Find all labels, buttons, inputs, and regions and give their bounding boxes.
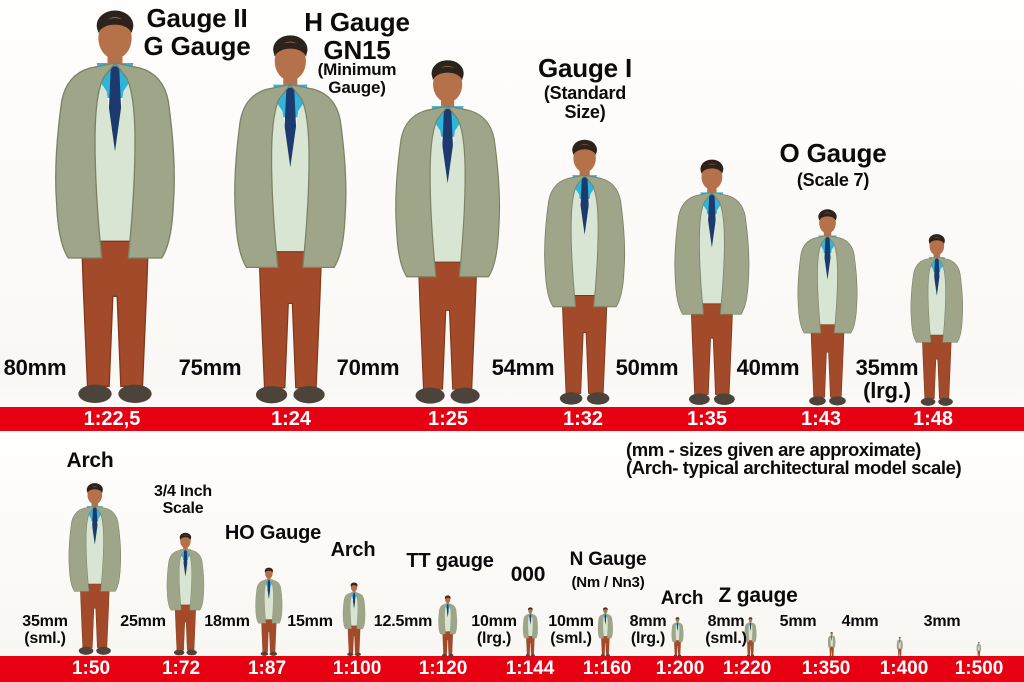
note-mm-approximate: (mm - sizes given are approximate) xyxy=(626,439,921,460)
gauge-label: Gauge II G Gauge xyxy=(143,3,251,61)
model-figure xyxy=(896,637,904,657)
gauge-label: Arch xyxy=(660,588,704,609)
gauge-label: Gauge I xyxy=(538,53,632,83)
model-figure-graphic xyxy=(436,595,459,658)
note-arch-definition: (Arch- typical architectural model scale… xyxy=(626,457,962,478)
scale-ratio: 1:25 xyxy=(427,408,469,430)
scale-ratio: 1:160 xyxy=(582,658,632,679)
size-label: 8mm (lrg.) xyxy=(629,613,667,647)
size-label: 35mm (lrg.) xyxy=(855,355,919,404)
size-label: 10mm (lrg.) xyxy=(471,613,517,647)
model-figure xyxy=(827,632,836,657)
scale-ratio: 1:400 xyxy=(879,658,929,679)
size-label: 5mm xyxy=(779,613,817,630)
gauge-label: 000 xyxy=(510,563,546,586)
scale-ratio: 1:22,5 xyxy=(83,408,141,430)
size-label: 15mm xyxy=(287,613,333,630)
size-label: 18mm xyxy=(204,613,250,630)
scale-ratio: 1:144 xyxy=(505,658,555,679)
size-label: 75mm xyxy=(178,355,242,380)
size-label: 3mm xyxy=(923,613,961,630)
scale-ratio: 1:120 xyxy=(418,658,468,679)
gauge-label: HO Gauge xyxy=(224,522,322,544)
scale-ratio-bar-bottom: 1:50 1:72 1:87 1:100 1:120 1:144 1:160 1:200 1:2… xyxy=(0,656,1024,682)
scale-ratio: 1:220 xyxy=(722,658,772,679)
model-figure-graphic xyxy=(162,532,209,657)
scale-ratio: 1:43 xyxy=(800,408,842,430)
model-figure xyxy=(62,482,128,657)
model-figure-graphic xyxy=(670,617,685,657)
model-figure xyxy=(162,532,209,657)
gauge-label: Arch xyxy=(66,449,114,472)
model-figure-graphic xyxy=(340,582,368,657)
size-label: 8mm (sml.) xyxy=(705,613,747,647)
model-figure-graphic xyxy=(62,482,128,657)
size-label: 50mm xyxy=(615,355,679,380)
size-label: 54mm xyxy=(491,355,555,380)
model-figure xyxy=(976,642,982,657)
size-label: 40mm xyxy=(736,355,800,380)
scale-ratio: 1:35 xyxy=(686,408,728,430)
scale-ratio: 1:350 xyxy=(801,658,851,679)
model-figure-graphic xyxy=(252,567,286,657)
scale-ratio: 1:50 xyxy=(71,658,111,679)
model-figure-graphic xyxy=(521,607,540,657)
size-label: 25mm xyxy=(120,613,166,630)
scale-ratio-bar-top: 1:22,5 1:24 1:25 1:32 1:35 1:43 1:48 xyxy=(0,407,1024,431)
size-label: 4mm xyxy=(841,613,879,630)
scale-ratio: 1:72 xyxy=(161,658,201,679)
scale-ratio: 1:48 xyxy=(912,408,954,430)
model-figure-graphic xyxy=(596,607,615,657)
scale-ratio: 1:32 xyxy=(562,408,604,430)
model-figure xyxy=(252,567,286,657)
model-figure xyxy=(436,595,459,658)
scale-ratio: 1:200 xyxy=(655,658,705,679)
size-label: 80mm xyxy=(3,355,67,380)
gauge-label: TT gauge xyxy=(406,550,494,572)
gauge-label: H Gauge GN15 xyxy=(304,7,410,65)
size-label: 10mm (sml.) xyxy=(548,613,594,647)
model-figure-graphic xyxy=(896,637,904,657)
model-figure xyxy=(790,208,865,408)
model-figure-graphic xyxy=(790,208,865,408)
gauge-label: Z gauge xyxy=(718,584,798,607)
gauge-sublabel: (Scale 7) xyxy=(796,170,870,190)
scale-ratio: 1:500 xyxy=(954,658,1004,679)
gauge-label: O Gauge xyxy=(779,138,887,168)
scale-ratio: 1:100 xyxy=(332,658,382,679)
gauge-sublabel: (Nm / Nn3) xyxy=(571,574,645,591)
gauge-sublabel: (Standard Size) xyxy=(543,83,627,123)
model-figure xyxy=(670,617,685,657)
gauge-label: 3/4 Inch Scale xyxy=(154,483,212,517)
gauge-label: N Gauge xyxy=(569,549,647,570)
model-figure xyxy=(340,582,368,657)
scale-ratio: 1:24 xyxy=(270,408,312,430)
scale-ratio: 1:87 xyxy=(247,658,287,679)
size-label: 70mm xyxy=(336,355,400,380)
model-figure-graphic xyxy=(976,642,982,657)
size-label: 12.5mm xyxy=(373,613,433,630)
gauge-label: Arch xyxy=(330,539,376,561)
size-label: 35mm (sml.) xyxy=(22,613,68,647)
model-figure-graphic xyxy=(827,632,836,657)
model-figure xyxy=(40,8,190,408)
model-figure xyxy=(521,607,540,657)
gauge-sublabel: (Minimum Gauge) xyxy=(317,60,397,98)
notes-block: (mm - sizes given are approximate) (Arch… xyxy=(626,439,962,478)
model-figure xyxy=(596,607,615,657)
model-figure-graphic xyxy=(40,8,190,408)
